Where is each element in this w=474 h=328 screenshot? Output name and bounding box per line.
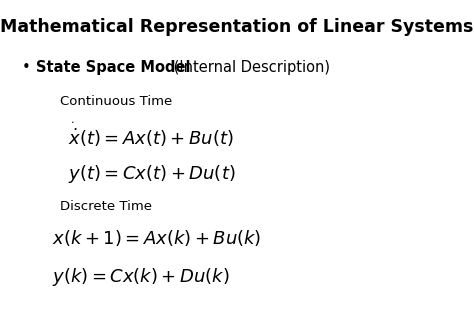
Text: Continuous Time: Continuous Time xyxy=(60,95,172,108)
Text: $y(k) = Cx(k) + Du(k)$: $y(k) = Cx(k) + Du(k)$ xyxy=(52,266,229,288)
Text: (Internal Description): (Internal Description) xyxy=(169,60,330,75)
Text: State Space Model: State Space Model xyxy=(36,60,191,75)
Text: $x(k+1) = Ax(k) + Bu(k)$: $x(k+1) = Ax(k) + Bu(k)$ xyxy=(52,228,262,248)
Text: •: • xyxy=(22,60,31,75)
Text: $\dot{x}(t) = Ax(t) + Bu(t)$: $\dot{x}(t) = Ax(t) + Bu(t)$ xyxy=(68,127,234,149)
Text: $y(t) = Cx(t) + Du(t)$: $y(t) = Cx(t) + Du(t)$ xyxy=(68,163,236,185)
Text: Discrete Time: Discrete Time xyxy=(60,200,152,213)
Text: Mathematical Representation of Linear Systems: Mathematical Representation of Linear Sy… xyxy=(0,18,474,36)
Text: $\cdot$: $\cdot$ xyxy=(70,116,74,126)
